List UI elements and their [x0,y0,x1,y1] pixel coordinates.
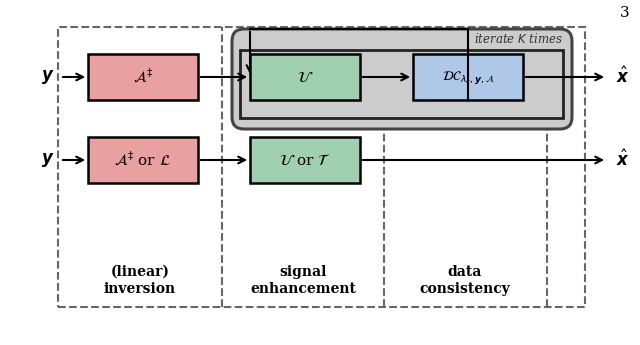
FancyBboxPatch shape [232,29,572,129]
Text: $\boldsymbol{y}$: $\boldsymbol{y}$ [40,68,54,86]
Text: data
consistency: data consistency [420,265,511,296]
Text: $\mathcal{A}^{\ddag}$: $\mathcal{A}^{\ddag}$ [133,68,153,86]
Text: 3: 3 [620,6,630,20]
Text: signal
enhancement: signal enhancement [250,265,356,296]
FancyBboxPatch shape [250,137,360,183]
Text: $\mathcal{A}^{\ddag}$ or $\mathcal{L}$: $\mathcal{A}^{\ddag}$ or $\mathcal{L}$ [115,151,172,169]
FancyBboxPatch shape [413,54,523,100]
Text: (linear)
inversion: (linear) inversion [104,265,176,296]
FancyBboxPatch shape [88,54,198,100]
Text: iterate $K$ times: iterate $K$ times [474,32,563,46]
Text: $\hat{\boldsymbol{x}}$: $\hat{\boldsymbol{x}}$ [616,67,630,87]
Text: $\mathcal{DC}_{\lambda_k,\boldsymbol{y},\mathcal{A}}$: $\mathcal{DC}_{\lambda_k,\boldsymbol{y},… [442,69,495,86]
FancyBboxPatch shape [240,50,563,118]
Text: $\mathcal{U}$: $\mathcal{U}$ [297,69,313,85]
Text: $\mathcal{U}$ or $\mathcal{T}$: $\mathcal{U}$ or $\mathcal{T}$ [279,152,331,168]
FancyBboxPatch shape [88,137,198,183]
Text: $\hat{\boldsymbol{x}}$: $\hat{\boldsymbol{x}}$ [616,150,630,170]
Bar [58,27,585,307]
FancyBboxPatch shape [250,54,360,100]
Text: $\boldsymbol{y}$: $\boldsymbol{y}$ [40,151,54,169]
